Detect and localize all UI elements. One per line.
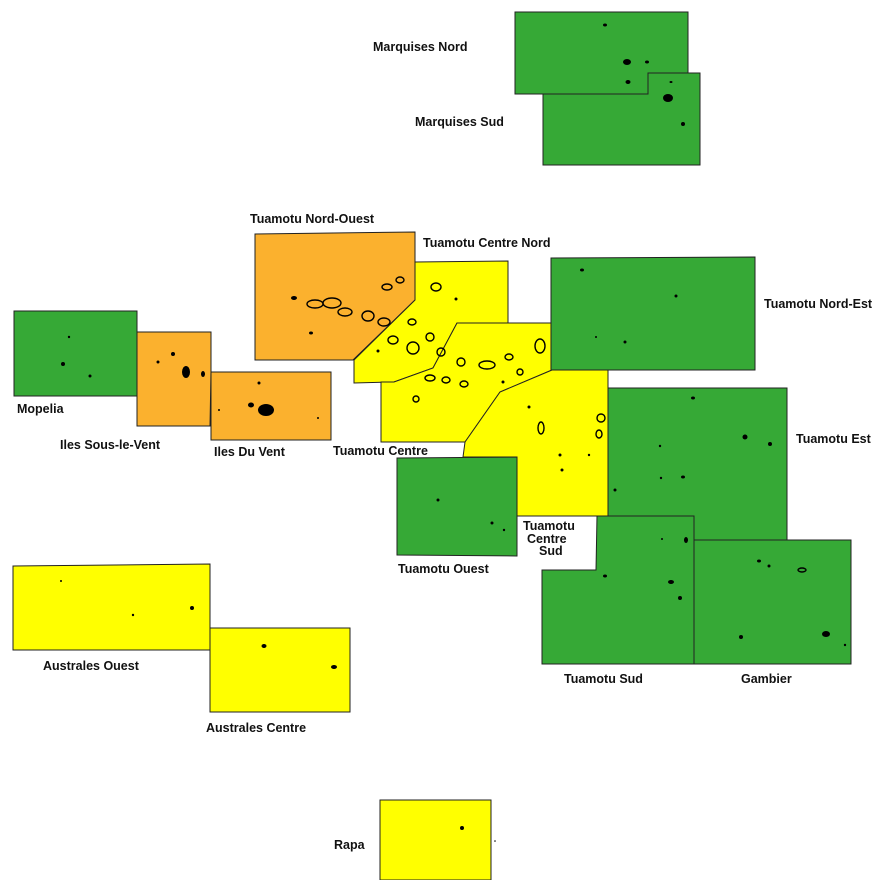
label-australes-centre: Australes Centre bbox=[206, 721, 306, 735]
zone-mopelia[interactable] bbox=[13, 310, 138, 397]
label-mopelia: Mopelia bbox=[17, 402, 65, 416]
label-tuamotu-centre-sud-2: Centre bbox=[527, 532, 567, 546]
zone-tuamotu-ouest[interactable] bbox=[396, 456, 518, 557]
zone-tuamotu-nord-est[interactable] bbox=[550, 256, 756, 371]
label-tuamotu-est: Tuamotu Est bbox=[796, 432, 872, 446]
label-tuamotu-centre-sud-1: Tuamotu bbox=[523, 519, 575, 533]
zone-australes-ouest[interactable] bbox=[12, 563, 211, 651]
label-iles-sous-le-vent: Iles Sous-le-Vent bbox=[60, 438, 161, 452]
zone-marquises-sud[interactable] bbox=[542, 72, 701, 166]
label-australes-ouest: Australes Ouest bbox=[43, 659, 140, 673]
label-gambier: Gambier bbox=[741, 672, 792, 686]
label-marquises-sud: Marquises Sud bbox=[415, 115, 504, 129]
zone-labels: Marquises Nord Marquises Sud Tuamotu Nor… bbox=[17, 40, 873, 852]
label-iles-du-vent: Iles Du Vent bbox=[214, 445, 286, 459]
label-tuamotu-sud: Tuamotu Sud bbox=[564, 672, 643, 686]
zone-australes-centre[interactable] bbox=[209, 627, 351, 713]
label-rapa: Rapa bbox=[334, 838, 366, 852]
zone-gambier[interactable] bbox=[693, 539, 852, 665]
zone-rapa[interactable] bbox=[379, 799, 492, 880]
label-tuamotu-centre: Tuamotu Centre bbox=[333, 444, 428, 458]
label-marquises-nord: Marquises Nord bbox=[373, 40, 467, 54]
island-marks bbox=[60, 23, 847, 842]
label-tuamotu-ouest: Tuamotu Ouest bbox=[398, 562, 490, 576]
label-tuamotu-centre-sud-3: Sud bbox=[539, 544, 563, 558]
label-tuamotu-nord-est: Tuamotu Nord-Est bbox=[764, 297, 873, 311]
label-tuamotu-nord-ouest: Tuamotu Nord-Ouest bbox=[250, 212, 375, 226]
zone-tuamotu-sud[interactable] bbox=[541, 515, 695, 665]
label-tuamotu-centre-nord: Tuamotu Centre Nord bbox=[423, 236, 551, 250]
zone-iles-sous-le-vent[interactable] bbox=[136, 331, 212, 427]
